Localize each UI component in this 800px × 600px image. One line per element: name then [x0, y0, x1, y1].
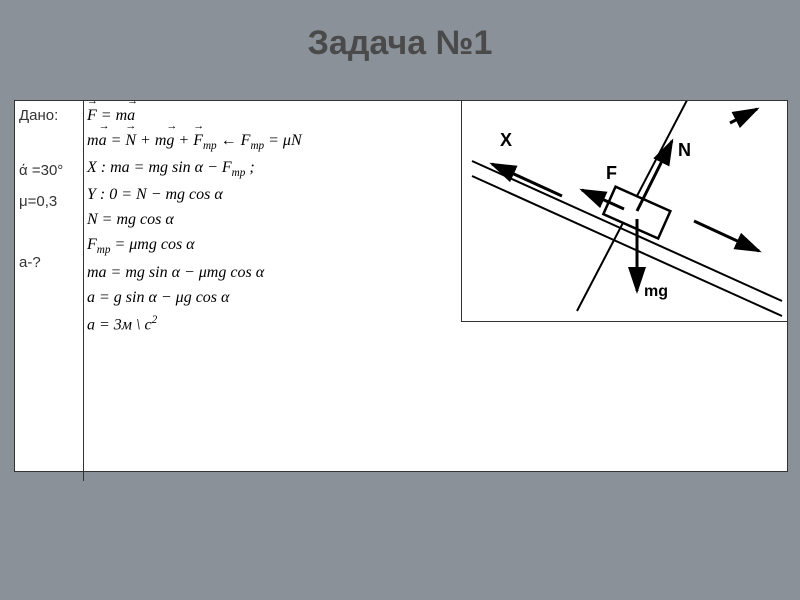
eq-5: N = mg cos α [87, 211, 462, 229]
svg-text:mg: mg [644, 283, 668, 300]
svg-text:F: F [606, 163, 617, 183]
given-column: Дано: ά =30° μ=0,3 а-? [15, 101, 84, 481]
given-alpha: ά =30° [19, 162, 79, 179]
eq-8: a = g sin α − μg cos α [87, 289, 462, 307]
given-find: а-? [19, 254, 79, 271]
svg-text:N: N [678, 140, 691, 160]
slide-title: Задача №1 [0, 0, 800, 79]
given-label: Дано: [19, 107, 79, 124]
eq-7: ma = mg sin α − μmg cos α [87, 264, 462, 282]
eq-6: Fтр = μmg cos α [87, 236, 462, 256]
eq-3: X : ma = mg sin α − Fтр ; [87, 159, 462, 179]
eq-2: ma = N + mg + Fтр ← Fтр = μN [87, 132, 462, 152]
content-box: Дано: ά =30° μ=0,3 а-? F = ma ma = N + m… [14, 100, 788, 472]
eq-1: F = ma [87, 107, 462, 125]
given-mu: μ=0,3 [19, 193, 79, 210]
eq-4: Y : 0 = N − mg cos α [87, 186, 462, 204]
solution-column: F = ma ma = N + mg + Fтр ← Fтр = μN X : … [83, 101, 466, 481]
svg-text:X: X [500, 130, 512, 150]
force-diagram: X N F mg [461, 101, 787, 322]
eq-9: a = 3м \ с2 [87, 314, 462, 334]
